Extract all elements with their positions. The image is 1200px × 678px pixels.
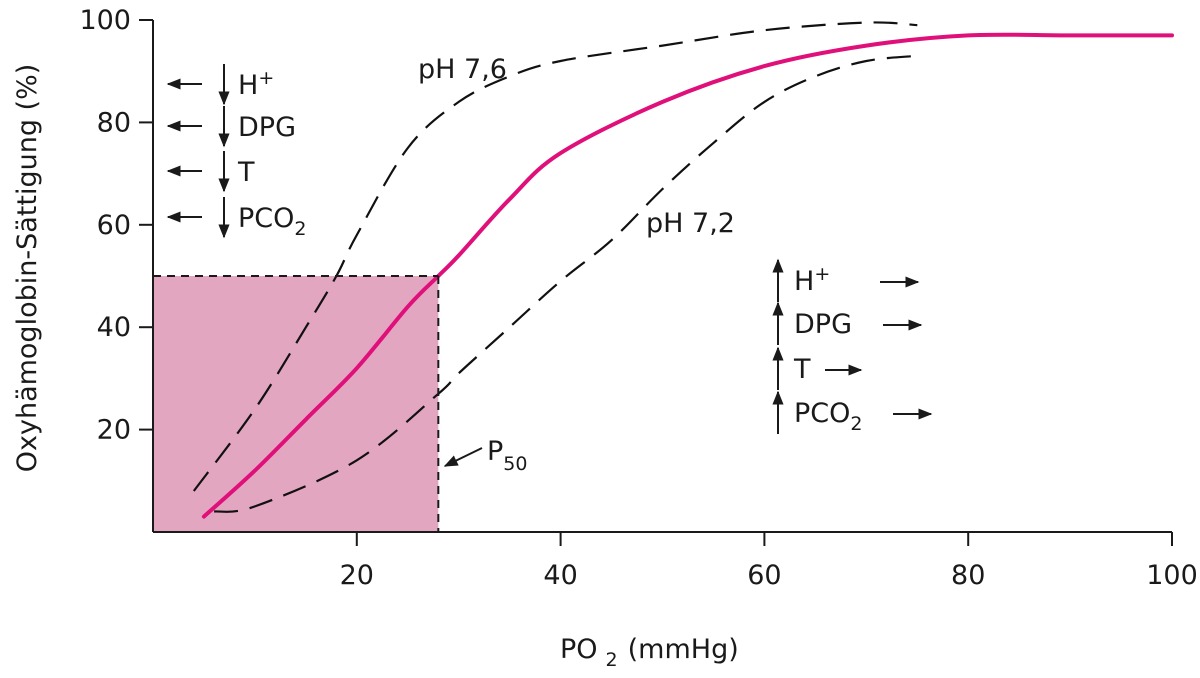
y-axis-label: Oxyhämoglobin-Sättigung (%) xyxy=(12,64,43,473)
label-ph-7-2: pH 7,2 xyxy=(646,208,735,239)
y-tick-label: 60 xyxy=(97,210,131,241)
p50-shaded-area xyxy=(153,276,439,532)
right-factor-label: PCO2 xyxy=(794,398,862,435)
right-factor-label: T xyxy=(793,354,811,385)
y-tick-label: 40 xyxy=(97,312,131,343)
right-shift-factors: H+ DPG T PCO2 xyxy=(772,258,933,435)
curve-ph-7-2-line xyxy=(213,54,918,513)
x-tick-label: 40 xyxy=(543,560,577,591)
y-tick-label: 20 xyxy=(97,415,131,446)
right-factor-label: H+ xyxy=(794,263,830,297)
y-axis-ticks: 20 40 60 80 100 xyxy=(79,5,153,446)
x-tick-label: 100 xyxy=(1146,560,1198,591)
left-factor-label: PCO2 xyxy=(238,203,306,240)
x-tick-label: 60 xyxy=(747,560,781,591)
right-factor-label: DPG xyxy=(794,309,852,340)
x-tick-label: 20 xyxy=(340,560,374,591)
left-shift-factors: H+ DPG T PCO2 xyxy=(166,64,306,240)
x-axis-ticks: 20 40 60 80 100 xyxy=(340,532,1198,591)
y-tick-label: 80 xyxy=(97,107,131,138)
left-factor-label: T xyxy=(237,157,255,188)
label-ph-7-6: pH 7,6 xyxy=(418,54,507,85)
p50-label: P50 xyxy=(487,436,527,475)
x-tick-label: 80 xyxy=(951,560,985,591)
p50-arrow xyxy=(443,447,483,467)
left-factor-label: DPG xyxy=(238,112,296,143)
normal-curve-line xyxy=(201,32,1174,519)
x-axis-label: PO 2 (mmHg) xyxy=(560,634,739,671)
left-factor-label: H+ xyxy=(238,67,274,101)
y-tick-label: 100 xyxy=(79,5,131,36)
curve-ph-7-6-line xyxy=(192,21,918,492)
series-group xyxy=(192,21,1174,519)
